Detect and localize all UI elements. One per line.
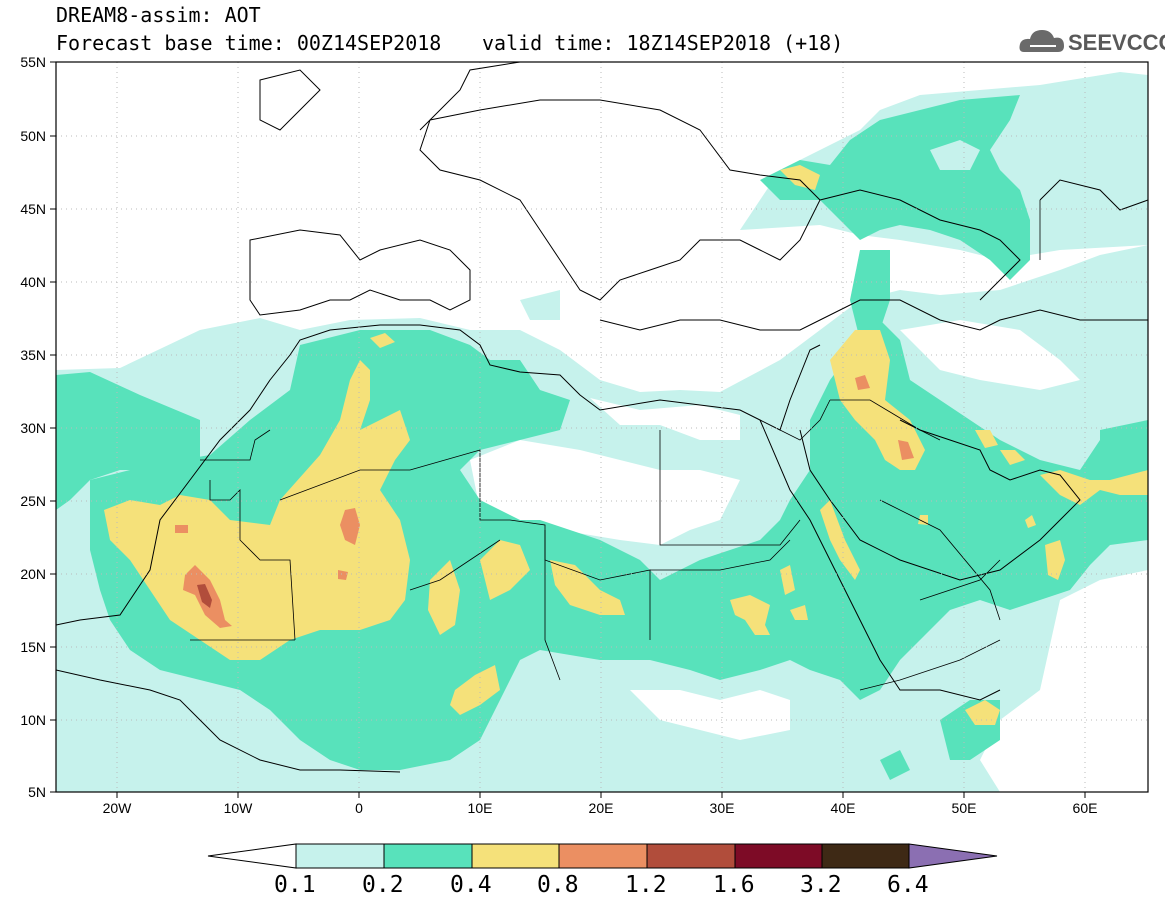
colorbar-label: 6.4 (887, 872, 929, 898)
lon-label: 50E (952, 800, 977, 816)
cloud-logo-icon (1019, 30, 1064, 52)
colorbar-label: 0.2 (362, 872, 404, 898)
lat-label: 55N (20, 54, 46, 70)
colorbar-under-triangle (207, 843, 297, 869)
lon-label: 20E (589, 800, 614, 816)
aot-level-0-4 (104, 165, 1148, 725)
colorbar-label: 0.1 (274, 872, 316, 898)
seevccc-logo: SEEVCCC (1068, 30, 1165, 55)
lon-label: 20W (103, 800, 133, 816)
valid-time: valid time: 18Z14SEP2018 (+18) (482, 31, 844, 55)
lon-label: 10W (224, 800, 254, 816)
lat-label: 20N (20, 566, 46, 582)
colorbar-label: 1.6 (713, 872, 755, 898)
map-title: DREAM8-assim: AOT (56, 3, 261, 27)
borders (190, 200, 1041, 691)
lat-label: 5N (28, 784, 46, 800)
colorbar-segment (471, 843, 560, 869)
colorbar-label: 0.8 (537, 872, 579, 898)
coastlines (56, 62, 1148, 773)
lon-label: 40E (831, 800, 856, 816)
colorbar-segment (734, 843, 823, 869)
lat-label: 25N (20, 493, 46, 509)
lat-label: 40N (20, 274, 46, 290)
colorbar-label: 1.2 (625, 872, 667, 898)
colorbar-segment (558, 843, 648, 869)
lon-label: 0 (355, 800, 363, 816)
lat-label: 15N (20, 639, 46, 655)
aot-level-1-2 (197, 584, 212, 608)
lon-label: 30E (710, 800, 735, 816)
colorbar-segment (295, 843, 385, 869)
lon-label: 60E (1073, 800, 1098, 816)
lat-label: 35N (20, 347, 46, 363)
map-frame (55, 61, 1149, 793)
lat-label: 50N (20, 128, 46, 144)
forecast-base-time: Forecast base time: 00Z14SEP2018 (56, 31, 442, 55)
latitude-labels: 55N 50N 45N 40N 35N 30N 25N 20N 15N 10N … (20, 54, 46, 800)
lat-label: 30N (20, 420, 46, 436)
colorbar-label: 3.2 (800, 872, 842, 898)
lat-lon-grid (56, 62, 1148, 792)
longitude-labels: 20W 10W 0 10E 20E 30E 40E 50E 60E (103, 800, 1098, 816)
lat-label: 10N (20, 712, 46, 728)
colorbar (207, 843, 998, 869)
colorbar-segment (646, 843, 736, 869)
colorbar-over-triangle (908, 843, 998, 869)
colorbar-segment (383, 843, 473, 869)
colorbar-segment (821, 843, 910, 869)
lon-label: 10E (468, 800, 493, 816)
colorbar-label: 0.4 (450, 872, 492, 898)
lat-label: 45N (20, 201, 46, 217)
